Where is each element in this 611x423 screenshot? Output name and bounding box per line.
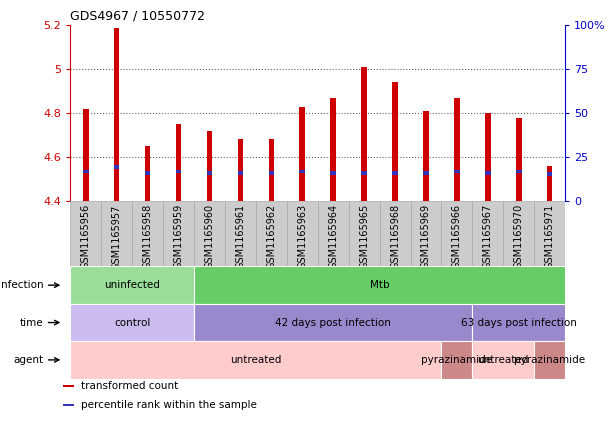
Text: GSM1165968: GSM1165968: [390, 204, 400, 269]
Bar: [423, 170, 429, 175]
Text: GSM1165957: GSM1165957: [112, 204, 122, 269]
Bar: [114, 27, 119, 201]
Bar: [63, 404, 75, 406]
Bar: [225, 201, 256, 266]
Text: control: control: [114, 318, 150, 327]
Text: GSM1165964: GSM1165964: [328, 204, 338, 269]
Bar: [145, 170, 150, 175]
Bar: [101, 201, 132, 266]
Text: GSM1165959: GSM1165959: [174, 204, 183, 269]
Bar: [163, 201, 194, 266]
Bar: [454, 170, 459, 173]
Bar: [331, 98, 336, 201]
Text: infection: infection: [0, 280, 43, 290]
Bar: [516, 118, 522, 201]
Text: 63 days post infection: 63 days post infection: [461, 318, 577, 327]
Bar: [472, 201, 503, 266]
Bar: [194, 266, 565, 304]
Bar: [318, 201, 349, 266]
Bar: [83, 170, 89, 173]
Bar: [516, 170, 522, 173]
Bar: [379, 201, 411, 266]
Bar: [132, 201, 163, 266]
Bar: [207, 170, 212, 175]
Bar: [70, 201, 101, 266]
Text: GSM1165962: GSM1165962: [266, 204, 276, 269]
Bar: [361, 170, 367, 175]
Text: GSM1165963: GSM1165963: [298, 204, 307, 269]
Bar: [349, 201, 379, 266]
Bar: [238, 140, 243, 201]
Bar: [194, 304, 472, 341]
Text: untreated: untreated: [478, 355, 529, 365]
Text: Mtb: Mtb: [370, 280, 389, 290]
Bar: [256, 201, 287, 266]
Bar: [299, 170, 305, 173]
Text: time: time: [20, 318, 43, 327]
Bar: [392, 82, 398, 201]
Text: 42 days post infection: 42 days post infection: [275, 318, 391, 327]
Bar: [485, 170, 491, 175]
Bar: [442, 341, 472, 379]
Text: GSM1165967: GSM1165967: [483, 204, 493, 269]
Bar: [392, 170, 398, 175]
Bar: [361, 67, 367, 201]
Bar: [331, 170, 336, 175]
Bar: [207, 131, 212, 201]
Text: GSM1165960: GSM1165960: [205, 204, 214, 269]
Bar: [269, 170, 274, 175]
Bar: [114, 165, 119, 169]
Bar: [70, 266, 194, 304]
Text: agent: agent: [13, 355, 43, 365]
Bar: [70, 341, 442, 379]
Text: GSM1165965: GSM1165965: [359, 204, 369, 269]
Text: GDS4967 / 10550772: GDS4967 / 10550772: [70, 10, 205, 23]
Bar: [423, 111, 429, 201]
Text: transformed count: transformed count: [81, 382, 178, 392]
Bar: [70, 304, 194, 341]
Bar: [534, 341, 565, 379]
Text: pyrazinamide: pyrazinamide: [514, 355, 585, 365]
Bar: [63, 385, 75, 387]
Bar: [472, 341, 534, 379]
Text: untreated: untreated: [230, 355, 282, 365]
Bar: [547, 166, 552, 201]
Bar: [534, 201, 565, 266]
Bar: [472, 304, 565, 341]
Bar: [485, 113, 491, 201]
Bar: [299, 107, 305, 201]
Bar: [442, 201, 472, 266]
Bar: [194, 201, 225, 266]
Text: uninfected: uninfected: [104, 280, 160, 290]
Text: percentile rank within the sample: percentile rank within the sample: [81, 400, 257, 410]
Text: GSM1165971: GSM1165971: [545, 204, 555, 269]
Bar: [83, 109, 89, 201]
Bar: [238, 170, 243, 175]
Bar: [176, 170, 181, 173]
Bar: [454, 98, 459, 201]
Text: pyrazinamide: pyrazinamide: [422, 355, 492, 365]
Bar: [269, 140, 274, 201]
Text: GSM1165956: GSM1165956: [81, 204, 90, 269]
Bar: [287, 201, 318, 266]
Bar: [145, 146, 150, 201]
Bar: [503, 201, 534, 266]
Text: GSM1165958: GSM1165958: [142, 204, 153, 269]
Text: GSM1165961: GSM1165961: [235, 204, 246, 269]
Text: GSM1165969: GSM1165969: [421, 204, 431, 269]
Bar: [176, 124, 181, 201]
Text: GSM1165970: GSM1165970: [514, 204, 524, 269]
Bar: [411, 201, 442, 266]
Text: GSM1165966: GSM1165966: [452, 204, 462, 269]
Bar: [547, 172, 552, 176]
